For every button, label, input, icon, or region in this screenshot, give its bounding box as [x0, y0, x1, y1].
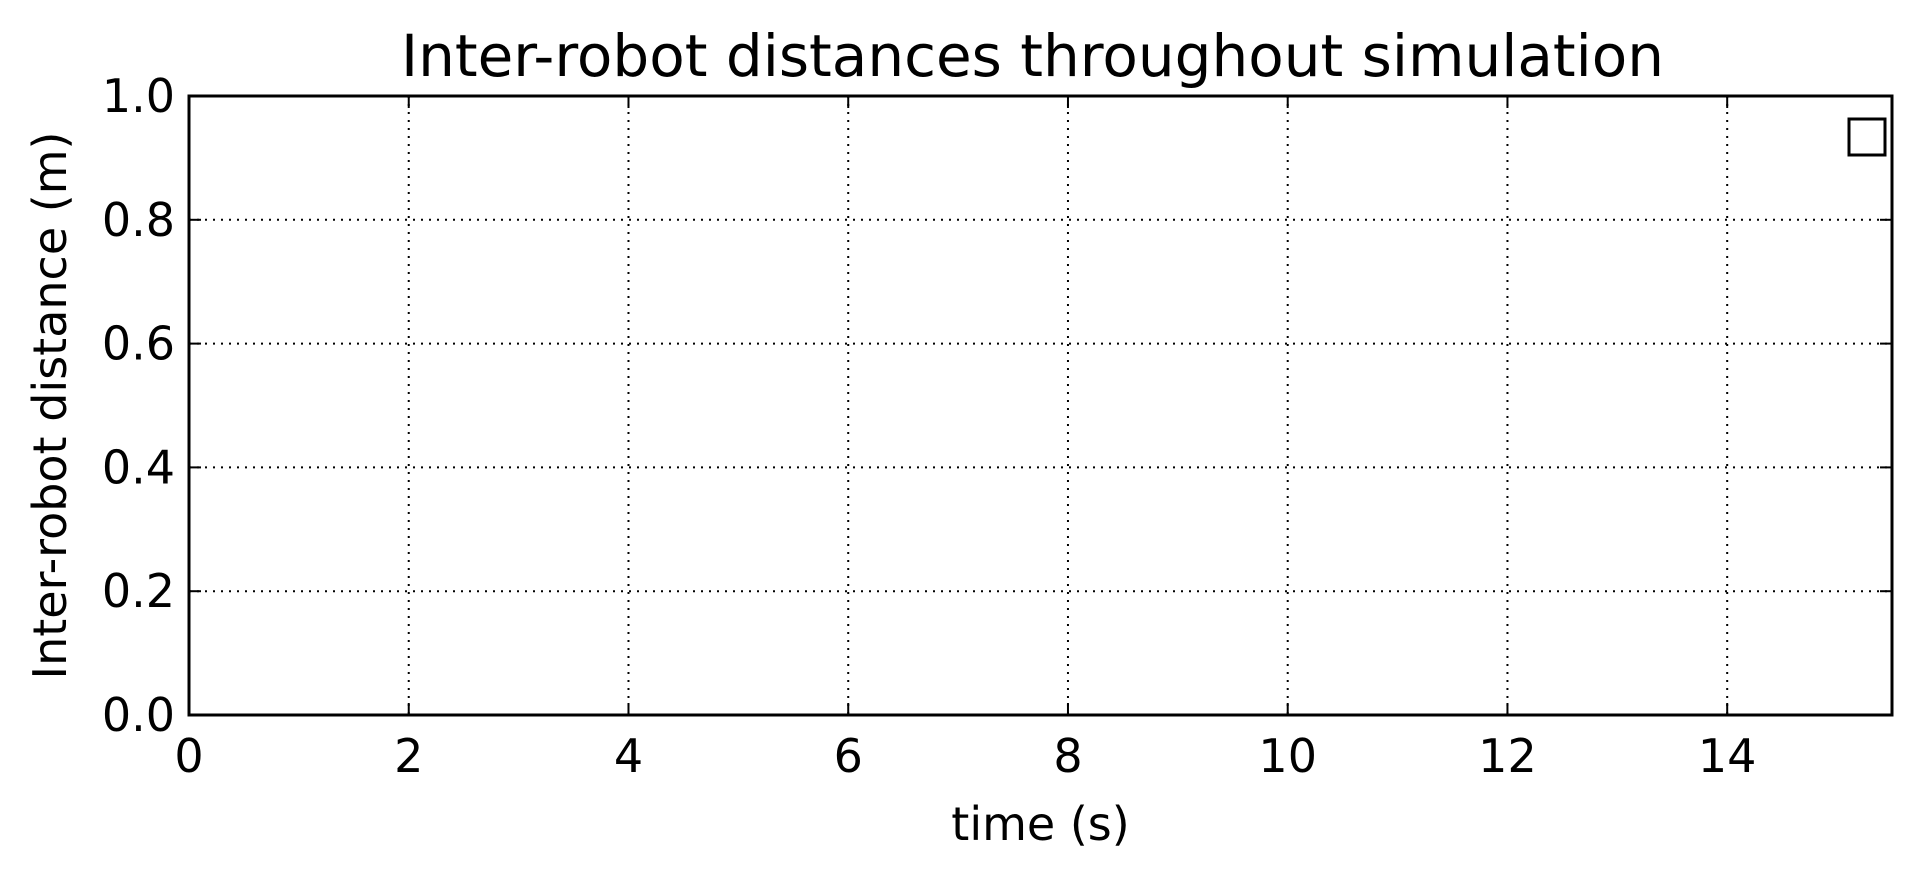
y-tick-labels: 0.0 0.2 0.4 0.6 0.8 1.0 [102, 69, 175, 742]
legend [1847, 117, 1887, 157]
x-tick-label: 10 [1258, 729, 1317, 783]
y-tick-label: 1.0 [102, 69, 175, 123]
x-axis-label: time (s) [951, 797, 1129, 851]
x-tick-labels: 0 2 4 6 8 10 12 14 [174, 729, 1756, 783]
x-tick-label: 8 [1053, 729, 1082, 783]
y-tick-label: 0.6 [102, 317, 175, 371]
x-tick-label: 4 [614, 729, 643, 783]
x-tick-label: 2 [394, 729, 423, 783]
y-tick-label: 0.0 [102, 688, 175, 742]
y-tick-label: 0.8 [102, 193, 175, 247]
grid-layer [189, 96, 1892, 715]
x-tick-label: 0 [174, 729, 203, 783]
chart-title: Inter-robot distances throughout simulat… [401, 22, 1664, 90]
tick-layer [188, 95, 1892, 716]
y-axis-label: Inter-robot distance (m) [23, 132, 77, 680]
plot-area-frame [187, 94, 1894, 717]
x-tick-label: 6 [834, 729, 863, 783]
y-tick-label: 0.4 [102, 440, 175, 494]
x-tick-label: 14 [1698, 729, 1757, 783]
x-tick-label: 12 [1478, 729, 1537, 783]
y-tick-label: 0.2 [102, 564, 175, 618]
legend-box [1847, 117, 1887, 157]
